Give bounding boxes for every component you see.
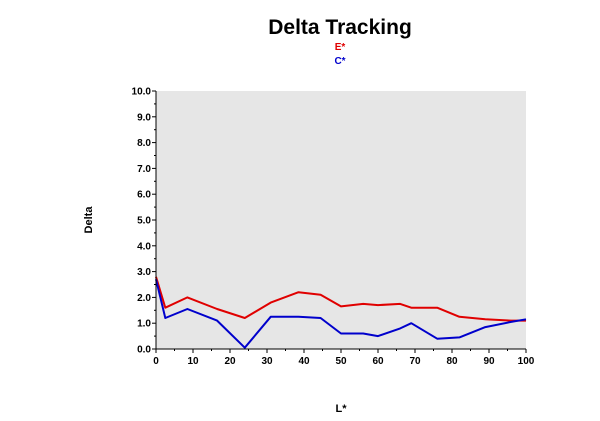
chart-title: Delta Tracking <box>268 16 412 39</box>
plot-area <box>156 91 526 349</box>
x-tick-label: 100 <box>518 356 535 367</box>
x-tick-label: 80 <box>446 356 458 367</box>
y-tick-label: 8.0 <box>137 138 151 149</box>
x-tick-label: 30 <box>261 356 273 367</box>
series-line-e <box>155 276 526 322</box>
y-tick-label: 5.0 <box>137 216 151 227</box>
legend-entry-e: E* <box>335 42 346 53</box>
series-line-c <box>155 279 527 349</box>
axes-layer: 0.0 1.0 2.0 3.0 4.0 5.0 6.0 7.0 8.0 9.0 10.0 0 10 20 3… <box>132 87 535 368</box>
y-axis-label: Delta <box>83 206 95 234</box>
x-tick-label: 90 <box>483 356 495 367</box>
y-tick-label: 0.0 <box>137 345 151 356</box>
y-tick-label: 3.0 <box>137 267 151 278</box>
y-tick-label: 1.0 <box>137 319 151 330</box>
legend-entry-c: C* <box>334 56 345 67</box>
series-layer <box>155 276 527 349</box>
x-tick-label: 10 <box>187 356 199 367</box>
x-axis-label: L* <box>336 403 348 415</box>
y-tick-label: 10.0 <box>132 87 152 98</box>
legend: E* C* <box>334 42 345 67</box>
x-tick-label: 20 <box>224 356 236 367</box>
x-tick-label: 40 <box>298 356 310 367</box>
y-tick-label: 7.0 <box>137 164 151 175</box>
x-tick-label: 70 <box>409 356 421 367</box>
y-tick-label: 2.0 <box>137 293 151 304</box>
x-tick-label: 0 <box>153 356 159 367</box>
y-tick-label: 6.0 <box>137 190 151 201</box>
x-tick-label: 50 <box>335 356 347 367</box>
x-tick-label: 60 <box>372 356 384 367</box>
y-tick-label: 9.0 <box>137 112 151 123</box>
y-tick-label: 4.0 <box>137 241 151 252</box>
